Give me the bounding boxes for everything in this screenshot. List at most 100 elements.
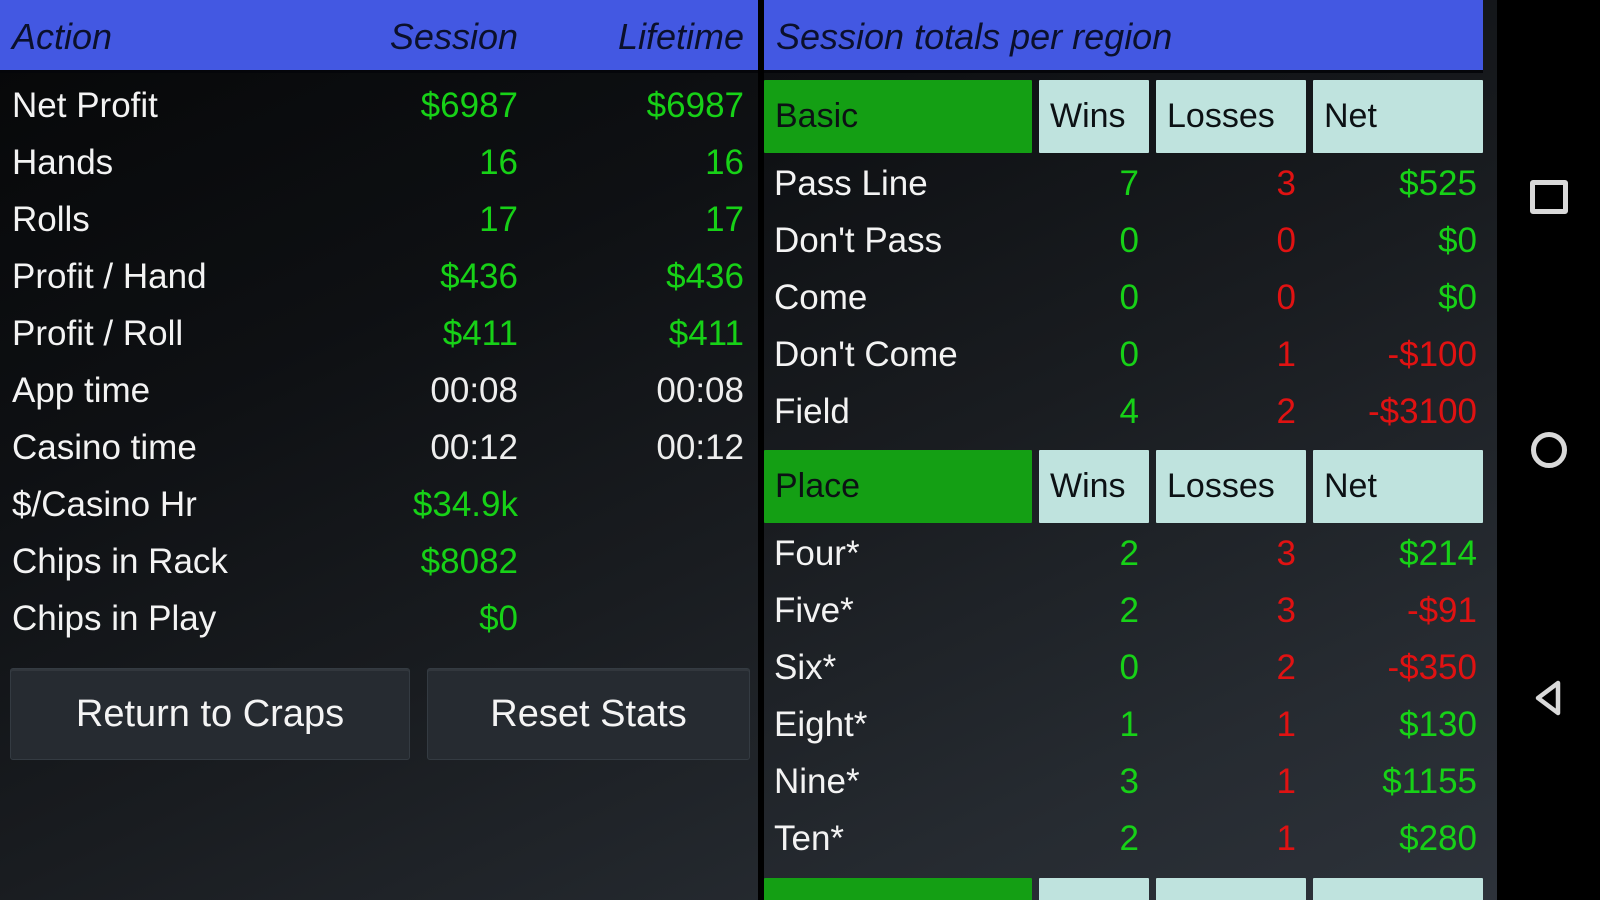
wins-column-header	[1039, 878, 1149, 900]
bet-wins: 0	[1119, 220, 1139, 260]
header-session: Session	[389, 16, 518, 57]
stat-label: Chips in Play	[12, 598, 217, 638]
bet-wins: 0	[1119, 334, 1139, 374]
stat-label: Casino time	[12, 427, 197, 467]
losses-column-header	[1156, 878, 1306, 900]
reset-stats-button[interactable]: Reset Stats	[427, 668, 750, 760]
stat-session-value: 00:12	[430, 427, 518, 467]
stat-lifetime-value: 00:12	[656, 427, 744, 467]
bet-label: Four*	[774, 533, 860, 573]
bet-losses: 1	[1276, 818, 1296, 858]
stat-row-casino-time: Casino time 00:12 00:12	[0, 419, 758, 476]
bet-net: $0	[1438, 220, 1477, 260]
return-to-craps-button[interactable]: Return to Craps	[10, 668, 410, 760]
back-button[interactable]	[1497, 663, 1600, 733]
net-column-header	[1313, 878, 1483, 900]
stat-lifetime-value: $411	[668, 313, 744, 353]
stat-label: Chips in Rack	[12, 541, 228, 581]
bet-wins: 0	[1119, 277, 1139, 317]
bet-label: Ten*	[774, 818, 845, 858]
content-area: Action Session Lifetime Net Profit $6987…	[0, 0, 1497, 900]
net-column-header: Net	[1313, 80, 1483, 153]
bet-losses: 1	[1276, 761, 1296, 801]
losses-column-header: Losses	[1156, 450, 1306, 523]
bet-losses: 0	[1276, 277, 1296, 317]
bet-net: $525	[1399, 163, 1477, 203]
home-button[interactable]	[1497, 415, 1600, 485]
stat-row-hands: Hands 16 16	[0, 134, 758, 191]
recents-button[interactable]	[1497, 162, 1600, 232]
stat-lifetime-value: 16	[705, 142, 744, 182]
stat-lifetime-value: 17	[705, 199, 744, 239]
bet-label: Six*	[774, 647, 837, 687]
stat-session-value: 00:08	[430, 370, 518, 410]
bet-row-eight: Eight* 1 1 $130	[764, 696, 1483, 753]
stat-label: Hands	[12, 142, 114, 182]
stat-row-chips-in-play: Chips in Play $0	[0, 590, 758, 647]
stat-label: Profit / Hand	[12, 256, 207, 296]
bet-label: Pass Line	[774, 163, 928, 203]
bet-losses: 1	[1276, 334, 1296, 374]
bet-net: -$91	[1406, 590, 1477, 630]
region-cell-place: Place	[764, 450, 1032, 523]
bet-losses: 3	[1276, 533, 1296, 573]
bet-label: Field	[774, 391, 850, 431]
wins-column-header: Wins	[1039, 450, 1149, 523]
header-action: Action	[12, 16, 113, 57]
bet-wins: 0	[1119, 647, 1139, 687]
stat-row-profit-per-roll: Profit / Roll $411 $411	[0, 305, 758, 362]
stat-label: Profit / Roll	[12, 313, 184, 353]
recents-square-icon	[1529, 180, 1568, 214]
stat-session-value: $8082	[420, 541, 518, 581]
stat-row-profit-per-hand: Profit / Hand $436 $436	[0, 248, 758, 305]
stat-session-value: $34.9k	[412, 484, 518, 524]
bet-net: $214	[1399, 533, 1477, 573]
stat-label: $/Casino Hr	[12, 484, 197, 524]
bet-wins: 2	[1119, 818, 1139, 858]
bet-losses: 0	[1276, 220, 1296, 260]
bet-label: Don't Come	[774, 334, 958, 374]
bet-losses: 3	[1276, 163, 1296, 203]
clipped-table-header	[764, 876, 1483, 900]
bet-row-five: Five* 2 3 -$91	[764, 582, 1483, 639]
bet-row-ten: Ten* 2 1 $280	[764, 810, 1483, 867]
header-lifetime: Lifetime	[617, 16, 744, 57]
bet-wins: 2	[1119, 533, 1139, 573]
stat-row-app-time: App time 00:08 00:08	[0, 362, 758, 419]
place-table-header: Place Wins Losses Net	[764, 448, 1483, 525]
bet-label: Don't Pass	[774, 220, 943, 260]
bet-label: Eight*	[774, 704, 868, 744]
android-navbar	[1497, 0, 1600, 900]
stat-lifetime-value: $436	[666, 256, 744, 296]
bet-net: $0	[1438, 277, 1477, 317]
region-totals-title: Session totals per region	[776, 16, 1173, 57]
region-cell-basic: Basic	[764, 80, 1032, 153]
panel-divider	[758, 0, 764, 900]
bet-losses: 2	[1276, 647, 1296, 687]
bet-net: -$100	[1387, 334, 1477, 374]
stat-label: Rolls	[12, 199, 90, 239]
stat-lifetime-value: 00:08	[656, 370, 744, 410]
bet-wins: 3	[1119, 761, 1139, 801]
bet-row-dont-come: Don't Come 0 1 -$100	[764, 326, 1483, 383]
bet-losses: 3	[1276, 590, 1296, 630]
home-circle-icon	[1530, 432, 1567, 468]
bet-row-dont-pass: Don't Pass 0 0 $0	[764, 212, 1483, 269]
bet-row-come: Come 0 0 $0	[764, 269, 1483, 326]
bet-row-nine: Nine* 3 1 $1155	[764, 753, 1483, 810]
stat-row-casino-hourly: $/Casino Hr $34.9k	[0, 476, 758, 533]
stat-rows: Net Profit $6987 $6987 Hands 16 16 Rolls…	[0, 73, 758, 647]
basic-table-header: Basic Wins Losses Net	[764, 78, 1483, 155]
bet-net: -$3100	[1368, 391, 1477, 431]
losses-column-header: Losses	[1156, 80, 1306, 153]
bet-losses: 2	[1276, 391, 1296, 431]
bet-wins: 2	[1119, 590, 1139, 630]
back-triangle-icon	[1535, 680, 1560, 716]
stat-session-value: 17	[479, 199, 518, 239]
bet-net: -$350	[1387, 647, 1477, 687]
stat-label: App time	[12, 370, 151, 410]
action-stats-panel: Action Session Lifetime Net Profit $6987…	[0, 0, 758, 900]
stat-session-value: $436	[440, 256, 518, 296]
bet-wins: 7	[1119, 163, 1139, 203]
